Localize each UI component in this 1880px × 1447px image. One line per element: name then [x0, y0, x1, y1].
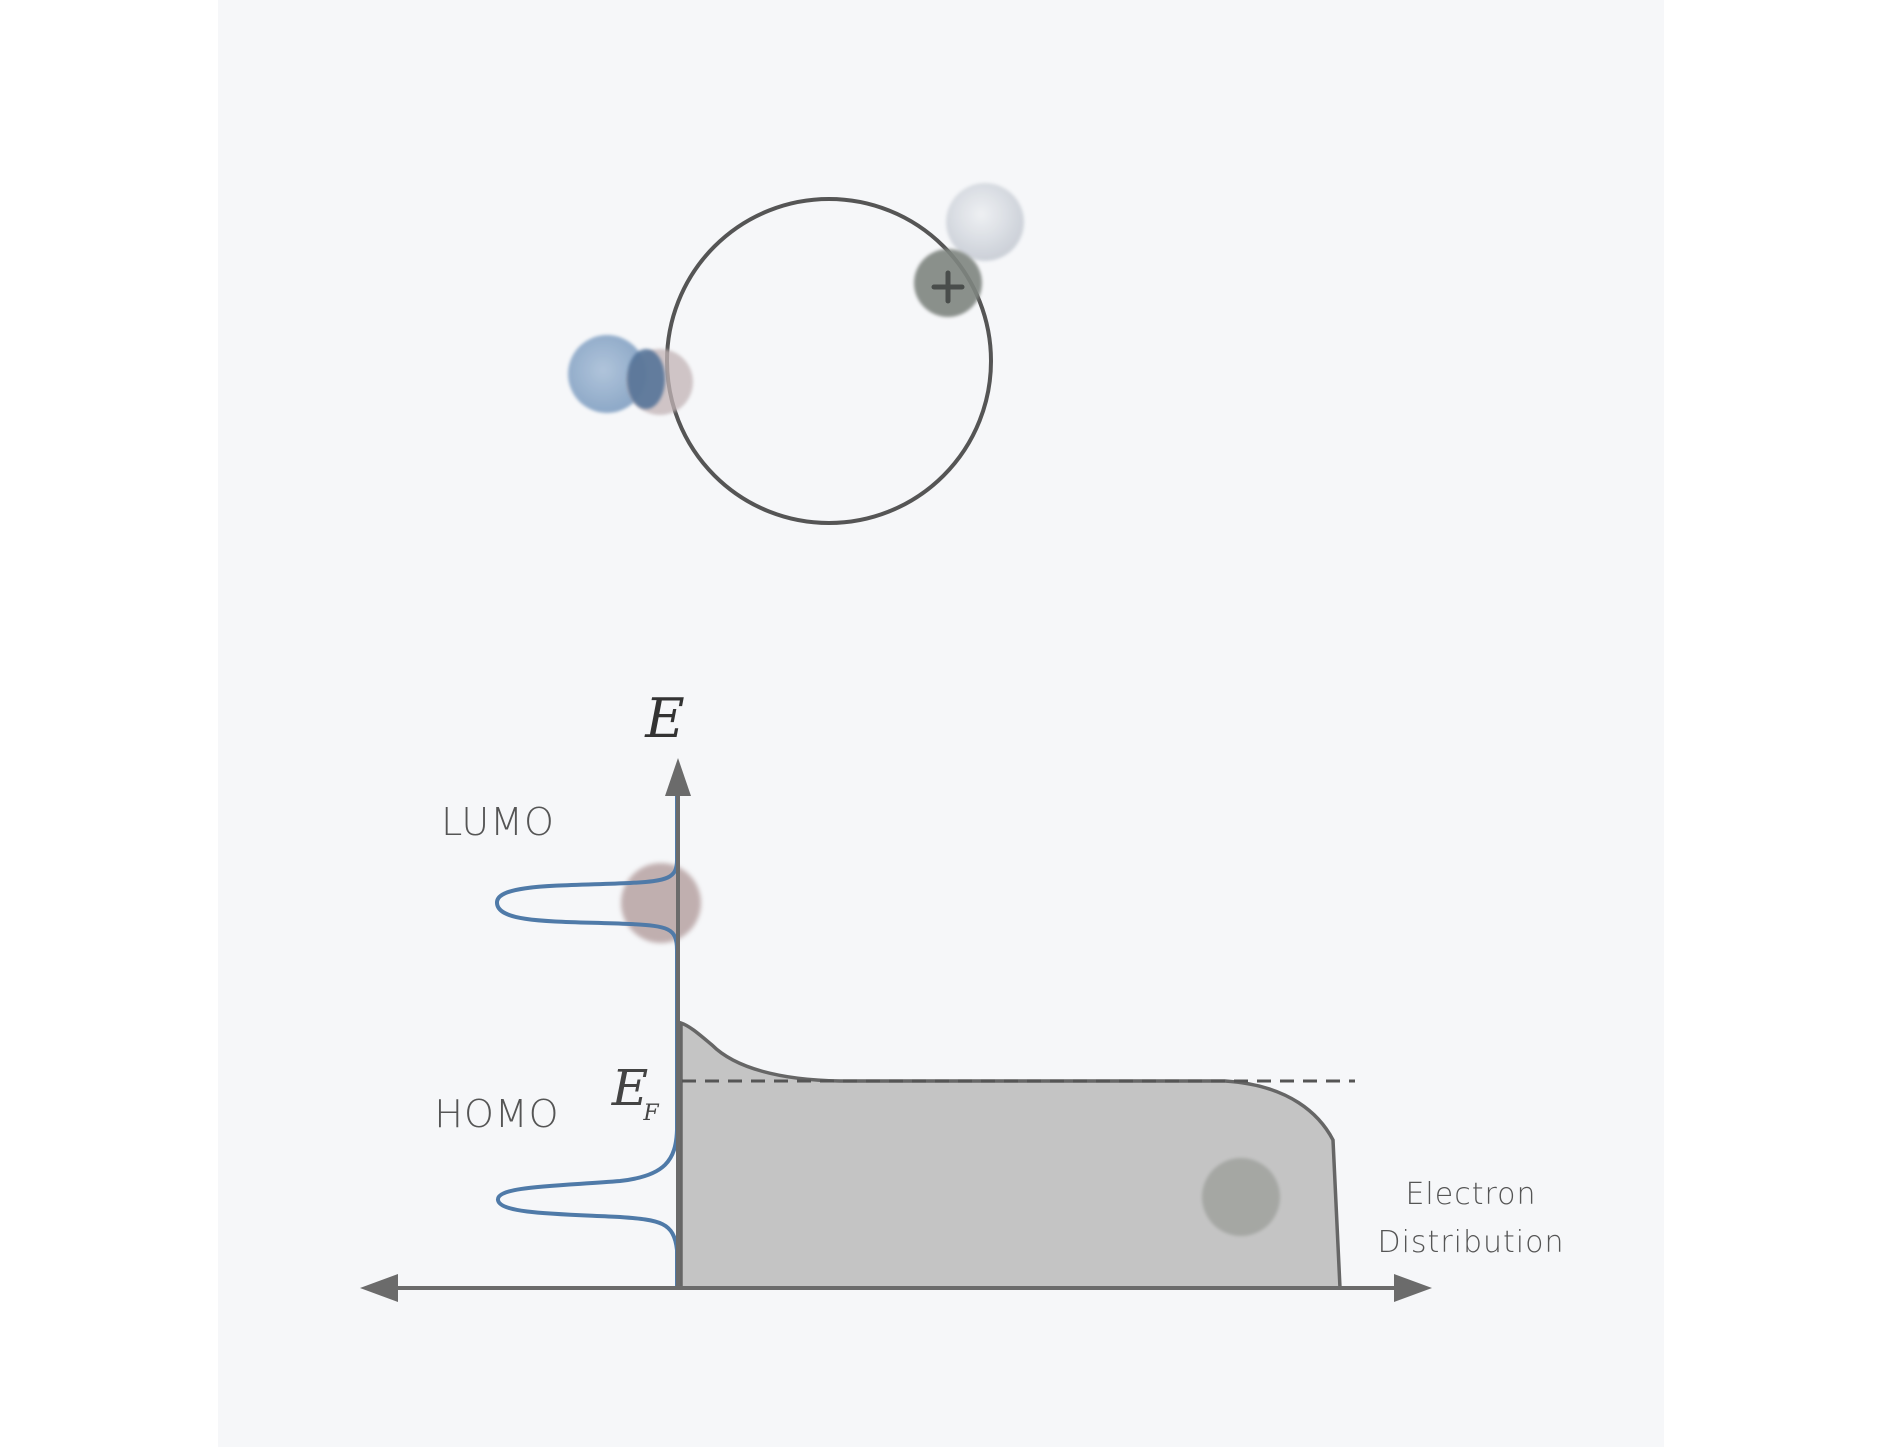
electron-in-band: [1202, 1158, 1280, 1236]
x-axis-right-arrow: [1394, 1274, 1432, 1302]
energy-axis-arrow: [665, 758, 691, 796]
molecular-ring: [665, 197, 993, 525]
energy-axis-label: E: [644, 687, 684, 750]
electron-distribution-area: [679, 1020, 1342, 1290]
ring-group: [665, 197, 993, 525]
molecule-left: [568, 335, 693, 415]
molecule-left-blob: [568, 335, 646, 413]
fermi-level-label: E: [611, 1059, 649, 1117]
x-axis-label-line2: Distribution: [1377, 1225, 1564, 1260]
homo-label: HOMO: [434, 1092, 559, 1136]
molecule-right-light-blob: [946, 183, 1024, 261]
electron-lumo: [621, 863, 701, 943]
x-axis-label-line1: Electron: [1405, 1177, 1536, 1212]
x-axis-left-arrow: [360, 1274, 398, 1302]
molecule-right: [914, 183, 1024, 317]
molecule-left-core: [627, 349, 665, 409]
fermi-level-subscript: F: [642, 1101, 659, 1126]
plus-icon: [931, 270, 965, 304]
lumo-label: LUMO: [441, 800, 555, 844]
energy-diagram: E E F LUMO HOMO Electron Distribution: [360, 687, 1564, 1302]
